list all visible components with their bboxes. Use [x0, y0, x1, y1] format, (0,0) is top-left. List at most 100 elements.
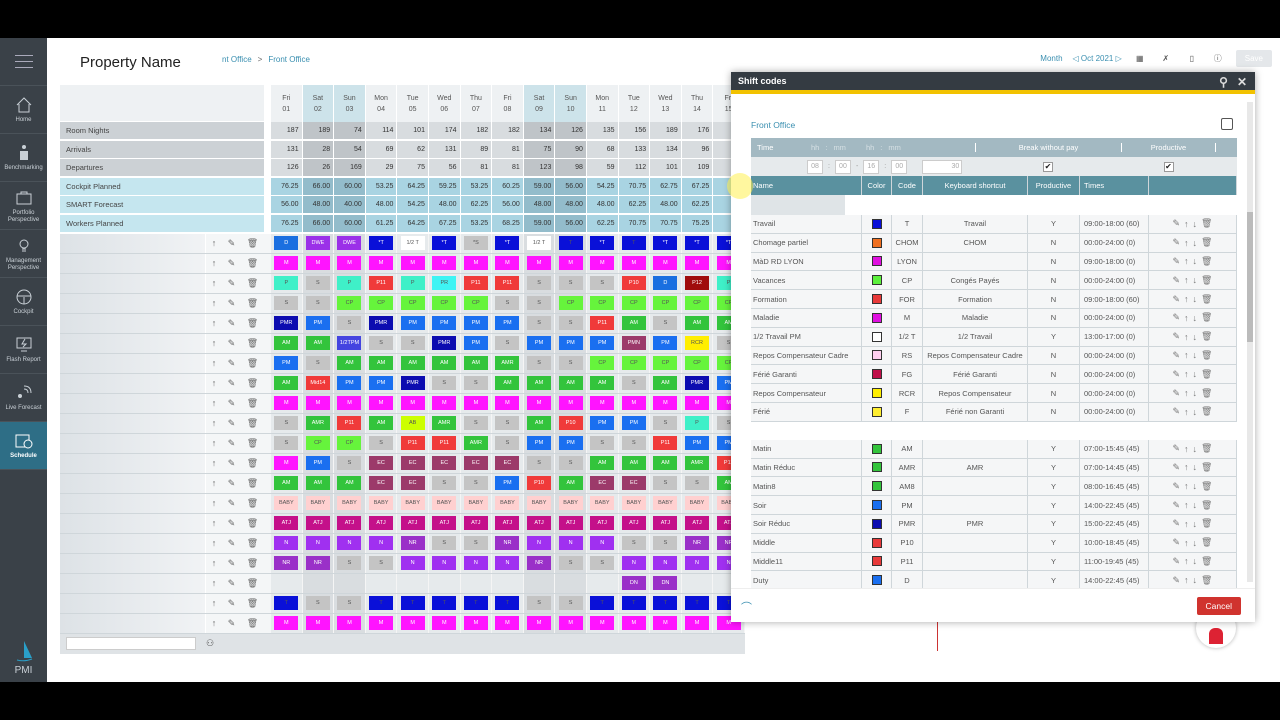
employee-name[interactable] — [60, 593, 205, 613]
edit-icon[interactable]: ✎ — [1172, 331, 1181, 342]
shift-cell[interactable]: N — [650, 553, 682, 573]
cancel-button[interactable]: Cancel — [1196, 597, 1241, 615]
shift-cell[interactable]: S — [650, 473, 682, 493]
productive-checkbox[interactable]: ✔ — [1163, 161, 1174, 172]
shift-cell[interactable]: S — [302, 353, 335, 373]
edit-icon[interactable]: ✎ — [1172, 255, 1181, 266]
trash-icon[interactable]: 🗑 — [246, 337, 259, 348]
shift-cell[interactable]: PM — [365, 373, 398, 393]
arrow-down-icon[interactable]: ↓ — [1192, 350, 1198, 361]
arrow-up-icon[interactable]: ↑ — [1184, 331, 1189, 342]
shift-cell[interactable]: PM — [302, 313, 335, 333]
trash-icon[interactable]: 🗑 — [246, 237, 259, 248]
edit-icon[interactable]: ✎ — [227, 237, 236, 248]
edit-icon[interactable]: ✎ — [227, 257, 236, 268]
shift-cell[interactable] — [428, 573, 461, 593]
edit-icon[interactable]: ✎ — [1172, 368, 1181, 379]
arrow-up-icon[interactable]: ↑ — [1184, 518, 1189, 529]
shift-cell[interactable]: ATJ — [428, 513, 461, 533]
shift-cell[interactable]: M — [271, 453, 303, 473]
shift-code-row[interactable]: Travail T Travail Y 09:00-18:00 (60) ✎ ↑ ↓ 🗑 — [751, 215, 1237, 234]
shift-cell[interactable]: M — [681, 393, 714, 413]
shift-cell[interactable]: PM — [523, 333, 556, 353]
shift-cell[interactable] — [271, 573, 303, 593]
shift-code-row[interactable]: Chomage partiel CHOM CHOM N 00:00-24:00 (0) ✎… — [751, 233, 1237, 253]
shift-cell[interactable]: CP — [428, 293, 461, 313]
shift-cell[interactable]: AM — [460, 353, 493, 373]
shift-cell[interactable]: N — [302, 533, 335, 553]
shift-cell[interactable]: *T — [681, 233, 714, 253]
shift-cell[interactable]: PM — [555, 333, 587, 353]
shift-cell[interactable]: M — [523, 393, 556, 413]
move-up-icon[interactable]: ↑ — [211, 598, 217, 609]
trash-icon[interactable]: 🗑 — [246, 357, 259, 368]
arrow-up-icon[interactable]: ↑ — [1184, 462, 1189, 473]
arrow-down-icon[interactable]: ↓ — [1192, 312, 1198, 323]
shift-code-row[interactable]: Middle P10 Y 10:00-18:45 (45) ✎ ↑ ↓ 🗑 — [751, 533, 1237, 553]
edit-icon[interactable]: ✎ — [1172, 555, 1181, 566]
edit-icon[interactable]: ✎ — [1172, 480, 1181, 491]
shift-cell[interactable]: S — [271, 413, 303, 433]
edit-icon[interactable]: ✎ — [227, 617, 236, 628]
shift-cell[interactable]: S — [460, 473, 493, 493]
shift-cell[interactable]: AM — [428, 353, 461, 373]
shift-cell[interactable]: N — [681, 553, 714, 573]
shift-cell[interactable]: M — [334, 253, 366, 273]
shift-cell[interactable]: S — [365, 433, 398, 453]
edit-icon[interactable]: ✎ — [1172, 349, 1181, 360]
shift-cell[interactable]: M — [523, 613, 556, 633]
shift-cell[interactable]: PM — [586, 333, 619, 353]
shift-cell[interactable]: PM — [334, 373, 366, 393]
shift-cell[interactable]: T — [397, 593, 429, 613]
shift-cell[interactable]: CP — [460, 293, 493, 313]
trash-icon[interactable]: 🗑 — [1201, 218, 1213, 229]
trash-icon[interactable]: 🗑 — [1201, 461, 1213, 472]
shift-cell[interactable]: T — [586, 593, 619, 613]
trash-icon[interactable]: 🗑 — [246, 537, 259, 548]
shift-cell[interactable]: S — [618, 433, 651, 453]
employee-name[interactable] — [60, 453, 205, 473]
shift-cell[interactable]: PMR — [428, 333, 461, 353]
shift-cell[interactable]: N — [523, 533, 556, 553]
shift-cell[interactable]: AMR — [492, 353, 524, 373]
shift-cell[interactable]: M — [397, 613, 429, 633]
shift-cell[interactable]: BABY — [650, 493, 682, 513]
arrow-down-icon[interactable]: ↓ — [1192, 556, 1198, 567]
sidebar-item-flash-report[interactable]: Flash Report — [0, 326, 47, 374]
prev-period-icon[interactable]: ◁ — [1072, 54, 1079, 63]
shift-cell[interactable]: P — [271, 273, 303, 293]
edit-icon[interactable]: ✎ — [1172, 518, 1181, 529]
edit-icon[interactable]: ✎ — [227, 377, 236, 388]
shift-cell[interactable]: EC — [397, 453, 429, 473]
shift-cell[interactable]: T — [271, 593, 303, 613]
shift-cell[interactable]: S — [302, 273, 335, 293]
shift-cell[interactable]: AM — [492, 373, 524, 393]
shift-cell[interactable]: EC — [365, 473, 398, 493]
shift-cell[interactable]: S — [586, 433, 619, 453]
shift-cell[interactable]: AM — [555, 373, 587, 393]
shift-cell[interactable]: ATJ — [271, 513, 303, 533]
shift-cell[interactable]: AM — [397, 353, 429, 373]
settings-doc-icon[interactable]: ▯ — [1189, 54, 1194, 63]
shift-cell[interactable]: N — [428, 553, 461, 573]
shift-cell[interactable]: M — [586, 253, 619, 273]
shift-cell[interactable]: 1/2TPM — [334, 333, 366, 353]
arrow-up-icon[interactable]: ↑ — [1184, 294, 1189, 305]
edit-icon[interactable]: ✎ — [1172, 499, 1181, 510]
arrow-up-icon[interactable]: ↑ — [1184, 443, 1189, 454]
shift-cell[interactable]: AMR — [428, 413, 461, 433]
trash-icon[interactable]: 🗑 — [1201, 406, 1213, 417]
edit-icon[interactable]: ✎ — [227, 317, 236, 328]
color-swatch[interactable] — [871, 218, 882, 229]
shift-cell[interactable]: S — [555, 593, 587, 613]
edit-icon[interactable]: ✎ — [1172, 406, 1181, 417]
trash-icon[interactable]: 🗑 — [1201, 518, 1213, 529]
shift-cell[interactable]: EC — [460, 453, 493, 473]
shift-cell[interactable]: P11 — [586, 313, 619, 333]
arrow-down-icon[interactable]: ↓ — [1192, 518, 1198, 529]
shift-cell[interactable]: *T — [650, 233, 682, 253]
shift-cell[interactable]: M — [586, 613, 619, 633]
shift-cell[interactable]: S — [460, 533, 493, 553]
color-swatch[interactable] — [871, 518, 882, 529]
trash-icon[interactable]: 🗑 — [1201, 349, 1213, 360]
